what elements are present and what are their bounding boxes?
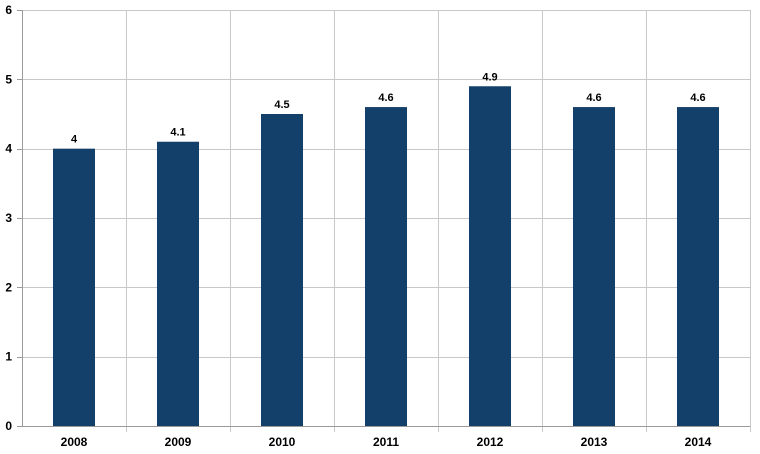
gridlines [22, 10, 751, 432]
data-label-2009: 4.1 [170, 127, 185, 139]
y-tick-label: 1 [5, 350, 12, 364]
bar-2012 [469, 86, 511, 427]
data-label-2008: 4 [71, 134, 78, 146]
x-tick-label-2009: 2009 [165, 435, 192, 449]
y-tick-label: 2 [5, 280, 12, 294]
y-tick-label: 0 [5, 419, 12, 433]
x-tick-label-2014: 2014 [685, 435, 712, 449]
bar-2014 [677, 107, 719, 427]
data-label-2014: 4.6 [690, 92, 705, 104]
labels: 0 1 2 3 4 5 6 4 2008 4.1 2009 4.5 2010 4.6 2011 4.9 2012… [5, 3, 711, 449]
x-tick-label-2008: 2008 [61, 435, 88, 449]
bar-2011 [365, 107, 407, 427]
axes [17, 10, 750, 427]
bars [53, 86, 719, 427]
y-tick-label: 5 [5, 72, 12, 86]
data-label-2012: 4.9 [482, 71, 497, 83]
data-label-2010: 4.5 [274, 99, 289, 111]
y-tick-label: 3 [5, 211, 12, 225]
x-tick-label-2011: 2011 [373, 435, 399, 449]
bar-2010 [261, 114, 303, 426]
bar-2013 [573, 107, 615, 427]
x-tick-label-2013: 2013 [581, 435, 608, 449]
x-tick-label-2010: 2010 [269, 435, 296, 449]
data-label-2013: 4.6 [586, 92, 601, 104]
x-tick-label-2012: 2012 [477, 435, 504, 449]
y-tick-label: 4 [5, 142, 12, 156]
bar-2008 [53, 148, 95, 426]
data-label-2011: 4.6 [378, 92, 393, 104]
bar-2009 [157, 141, 199, 426]
y-tick-label: 6 [5, 3, 12, 17]
